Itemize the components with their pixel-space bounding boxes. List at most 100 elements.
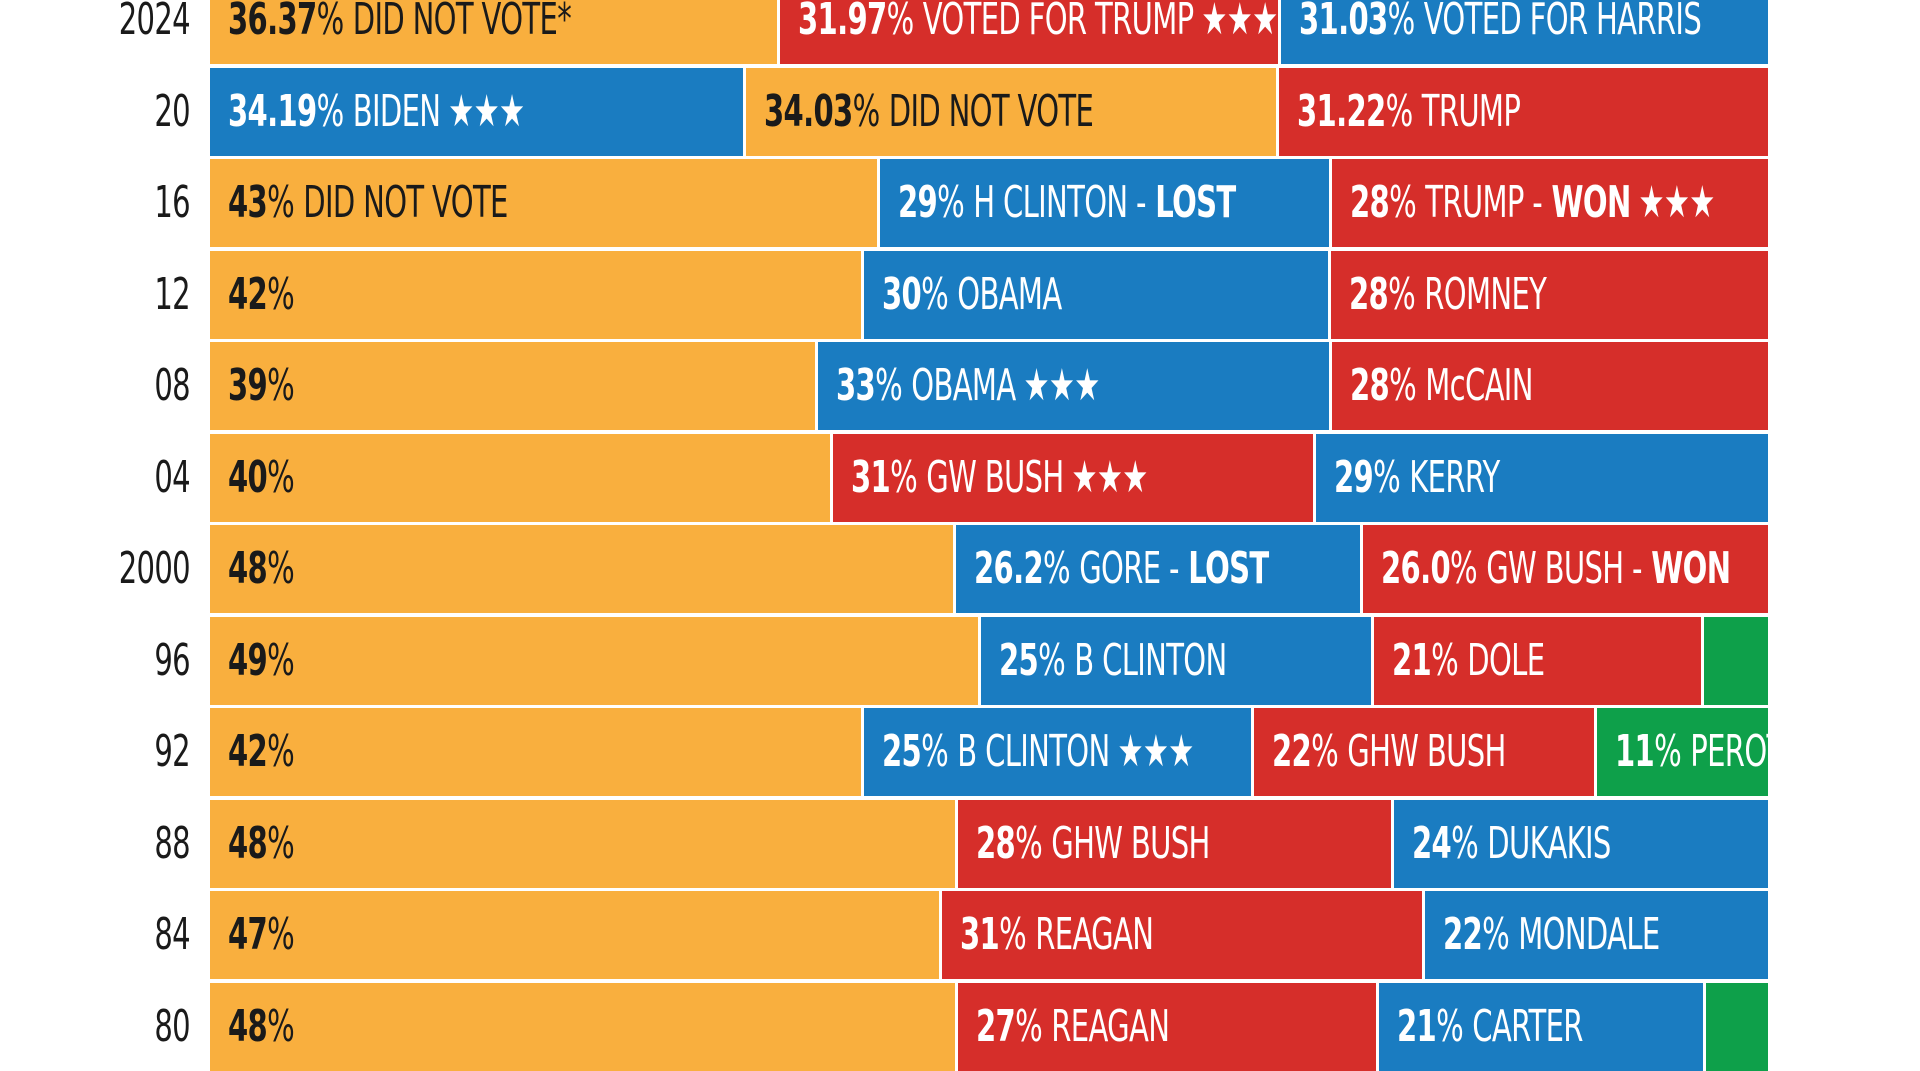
segment-label: 25% B CLINTON [999,617,1227,705]
year-label: 08 [154,360,190,411]
percent-value: 28 [1350,360,1390,411]
percent-sign: % [921,726,949,777]
percent-value: 42 [228,726,268,777]
percent-value: 34.03 [764,85,853,137]
bar-segment-republican: 28% TRUMP - WON ★★★ [1332,159,1768,247]
percent-value: 25 [882,726,922,777]
percent-value: 31 [960,909,1000,960]
candidate-label: DID NOT VOTE [303,177,508,228]
candidate-label: DOLE [1467,634,1545,686]
segment-label: 25% B CLINTON ★★★ [882,708,1194,796]
percent-value: 26.2 [974,543,1044,594]
percent-sign: % [267,726,295,777]
percent-value: 42 [228,268,268,320]
percent-value: 28 [1350,177,1390,228]
segment-label: 48% [228,983,303,1071]
percent-sign: % [267,1000,295,1052]
percent-sign: % [1431,634,1459,686]
bar-segment-did-not-vote: 47% [210,891,939,979]
bar-segment-did-not-vote: 39% [210,342,815,430]
percent-sign: % [1311,726,1339,777]
candidate-label: GORE - [1079,543,1179,594]
percent-sign: % [1389,177,1417,228]
percent-value: 40 [228,451,268,503]
bar-segment-did-not-vote: 40% [210,433,830,522]
segment-label: 31.22% TRUMP [1297,68,1521,156]
percent-sign: % [267,634,295,686]
stacked-bar-chart: 2024 36.37% DID NOT VOTE* 31.97% VOTED FOR T… [118,0,1768,1071]
segment-label: 21% DOLE [1392,617,1545,705]
segment-label: 36.37% DID NOT VOTE* [228,0,572,64]
segment-label: 29% KERRY [1334,434,1500,522]
bar-segment-democrat: 33% OBAMA ★★★ [818,342,1329,430]
percent-sign: % [852,85,881,137]
candidate-label: REAGAN [1051,1000,1170,1052]
segment-label: 47% [228,891,303,979]
bar-segment-did-not-vote: 43% DID NOT VOTE [210,159,877,247]
outcome-label: LOST [1178,543,1269,594]
percent-sign: % [875,360,903,411]
percent-value: 25 [999,634,1039,686]
candidate-label: REAGAN [1035,909,1154,960]
segment-label: 29% H CLINTON - LOST [898,159,1236,247]
candidate-label: OBAMA [957,268,1062,320]
percent-sign: % [1654,726,1682,777]
year-label: 2000 [118,543,191,594]
segment-label: 24% DUKAKIS [1412,800,1611,888]
bar-segment-democrat: 31.03% VOTED FOR HARRIS [1281,0,1768,64]
segment-label: 48% [228,800,303,888]
year-label: 16 [154,177,190,228]
candidate-label: DID NOT VOTE* [352,0,572,45]
segment-label: 42% [228,708,303,796]
candidate-label: BIDEN [352,85,441,137]
candidate-label: PEROT [1690,726,1768,777]
percent-value: 48 [228,817,268,869]
winner-stars-icon: ★★★ [1201,0,1278,45]
year-label: 84 [154,909,190,960]
bar-segment-democrat: 34.19% BIDEN ★★★ [210,67,743,156]
segment-label: 28% McCAIN [1350,342,1533,430]
segment-label: 30% OBAMA [882,251,1062,339]
bar-segment-did-not-vote: 34.03% DID NOT VOTE [746,67,1276,156]
segment-label: 28% ROMNEY [1349,251,1547,339]
percent-value: 24 [1412,817,1452,869]
bar-segment-did-not-vote: 48% [210,982,955,1071]
percent-value: 49 [228,634,268,686]
percent-value: 11 [1615,726,1655,777]
bar-segment-republican: 31% REAGAN [942,891,1422,979]
bar-segment-democrat: 30% OBAMA [864,250,1328,339]
percent-sign: % [267,451,295,503]
winner-stars-icon: ★★★ [1071,451,1148,503]
year-label: 80 [154,1000,190,1052]
candidate-label: ROMNEY [1424,268,1547,320]
segment-label: 22% MONDALE [1443,891,1660,979]
percent-sign: % [267,177,295,228]
percent-sign: % [267,817,295,869]
percent-sign: % [1373,451,1401,503]
bar-segment-republican: 31% GW BUSH ★★★ [833,433,1313,522]
segment-label: 43% DID NOT VOTE [228,159,508,247]
year-label: 92 [154,726,190,777]
percent-value: 26.0 [1381,543,1451,594]
percent-sign: % [1482,909,1510,960]
bar-segment-democrat: 29% KERRY [1316,433,1768,522]
percent-value: 21 [1392,634,1432,686]
segment-label: 31% REAGAN [960,891,1154,979]
percent-value: 48 [228,1000,268,1052]
candidate-label: OBAMA [911,360,1016,411]
candidate-label: VOTED FOR HARRIS [1423,0,1702,45]
percent-value: 29 [1334,451,1374,503]
candidate-label: VOTED FOR TRUMP [922,0,1194,45]
segment-label: 42% [228,251,303,339]
candidate-label: GW BUSH [926,451,1064,503]
segment-label: 31% GW BUSH ★★★ [851,434,1148,522]
percent-sign: % [316,85,345,137]
candidate-label: H CLINTON - [973,177,1146,228]
percent-sign: % [267,360,295,411]
bar-segment-republican: 22% GHW BUSH [1254,708,1594,796]
candidate-label: KERRY [1409,451,1500,503]
bar-segment-republican: 31.97% VOTED FOR TRUMP ★★★ [780,0,1278,64]
bar-segment-republican: 31.22% TRUMP [1279,67,1768,156]
outcome-label: WON [1542,177,1632,228]
segment-label: 21% CARTER [1397,983,1583,1071]
